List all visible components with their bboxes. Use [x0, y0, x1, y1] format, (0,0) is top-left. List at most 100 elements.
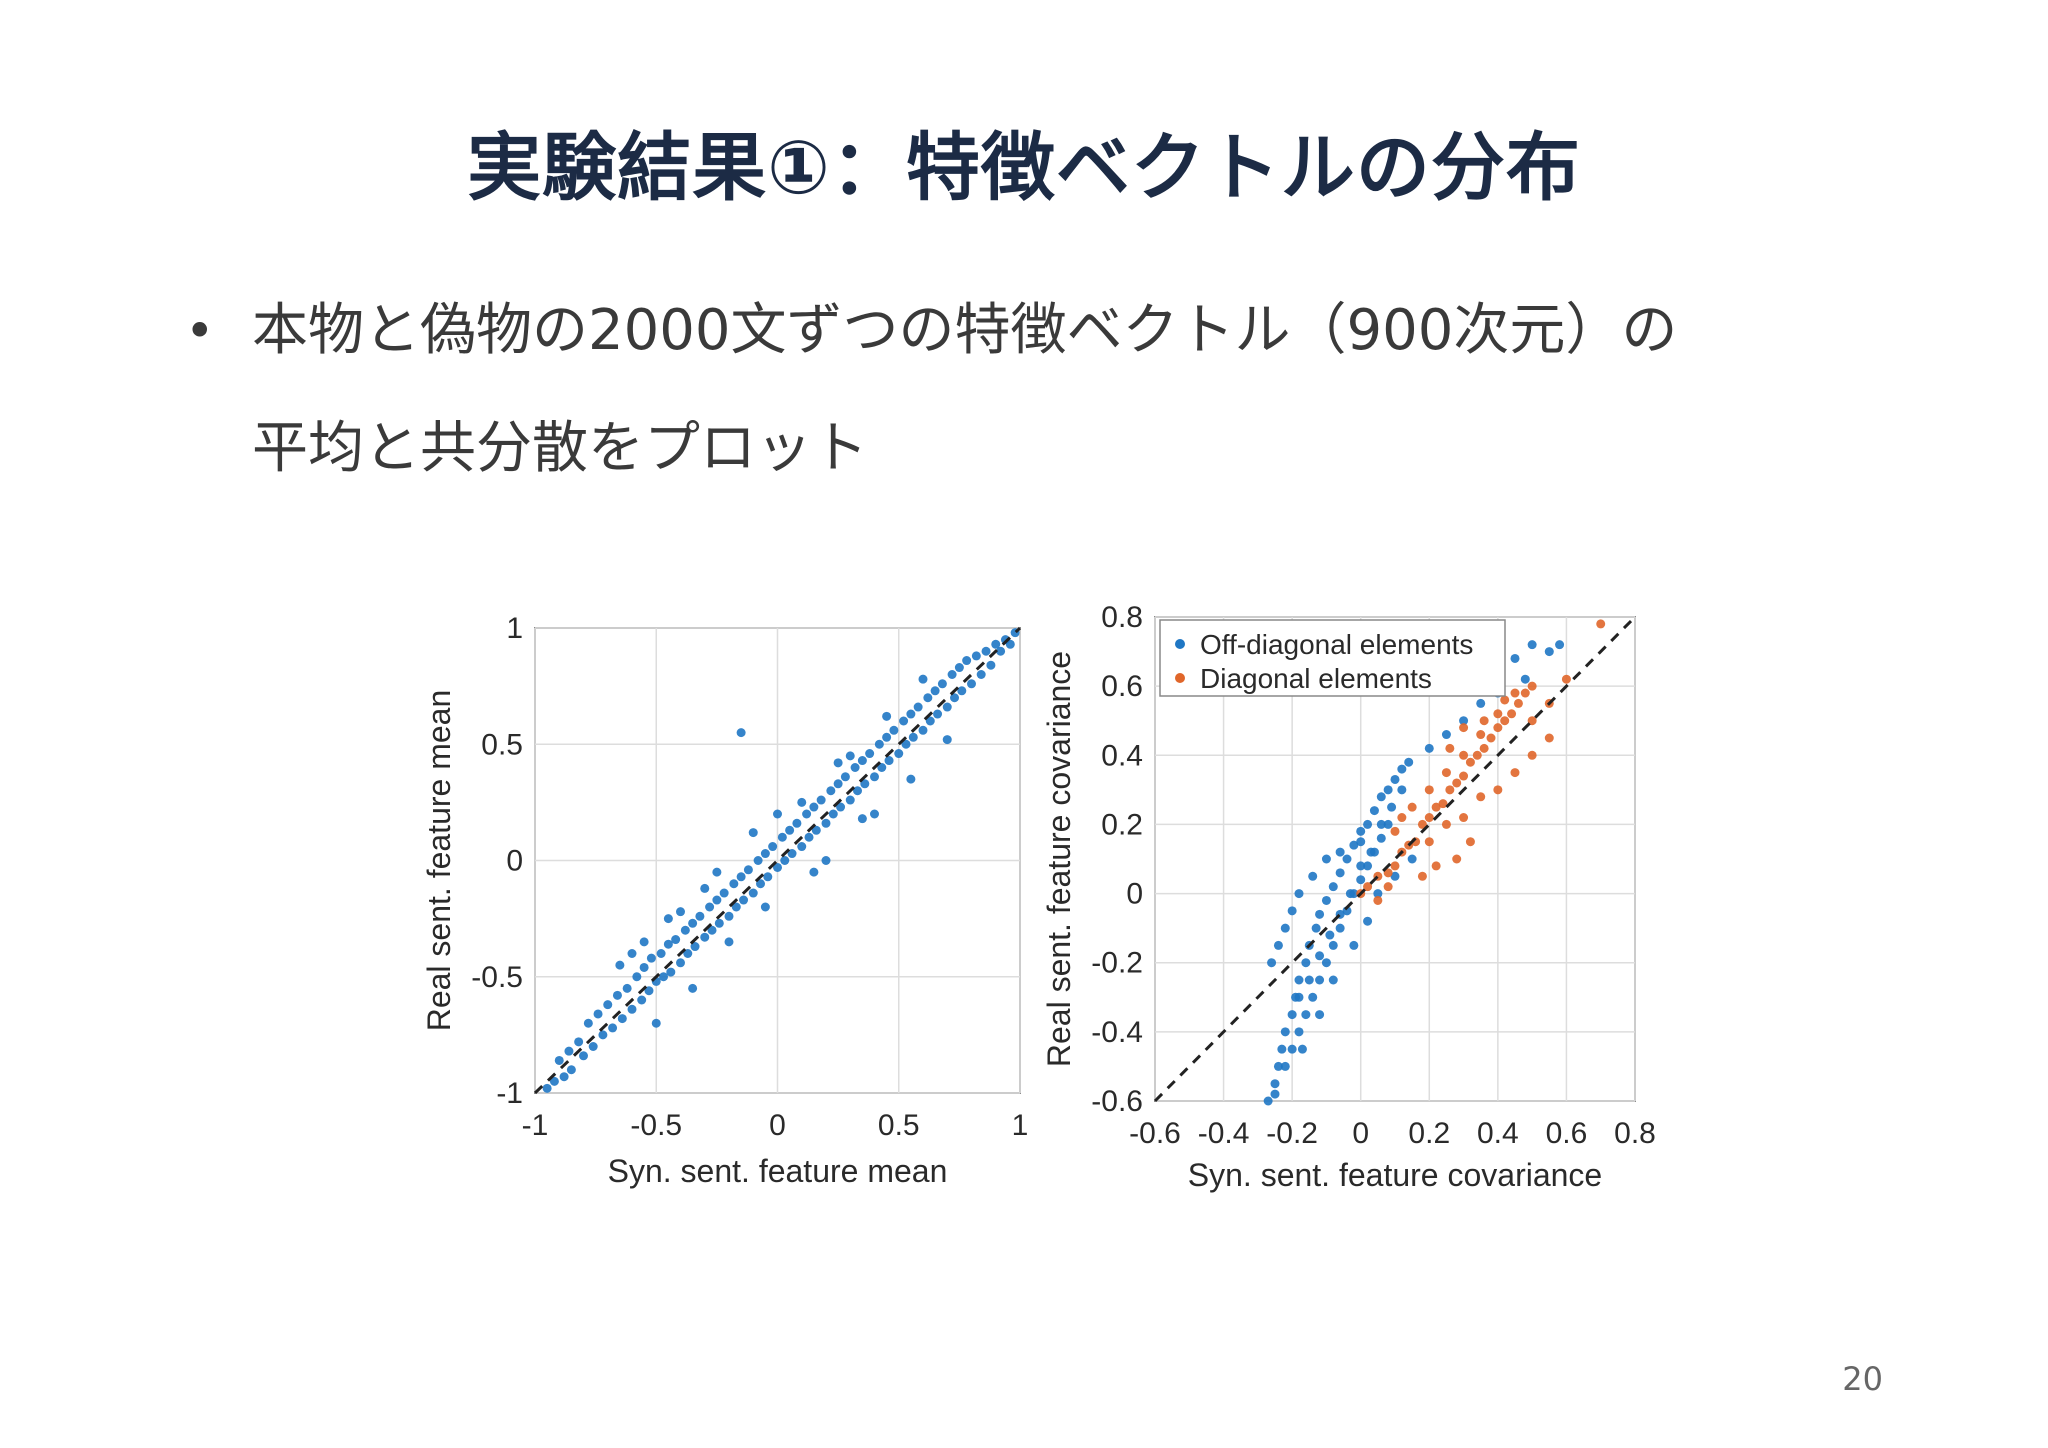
data-point	[1510, 653, 1520, 663]
data-point	[566, 1065, 576, 1075]
data-point	[688, 983, 698, 993]
data-point	[1510, 688, 1520, 698]
data-point	[1390, 861, 1400, 871]
data-point	[797, 797, 807, 807]
data-point	[1270, 1089, 1280, 1099]
data-point	[986, 660, 996, 670]
data-point	[554, 1055, 564, 1065]
x-tick-label: -1	[522, 1109, 549, 1142]
y-tick-label: 1	[506, 612, 523, 645]
data-point	[671, 935, 681, 945]
data-point	[1383, 868, 1393, 878]
data-point	[748, 828, 758, 838]
data-point	[918, 725, 928, 735]
data-point	[1479, 743, 1489, 753]
data-point	[1383, 882, 1393, 892]
data-point	[894, 749, 904, 759]
data-point	[833, 758, 843, 768]
data-point	[1544, 647, 1554, 657]
data-point	[901, 739, 911, 749]
data-point	[542, 1083, 552, 1093]
data-point	[632, 972, 642, 982]
data-point	[1441, 819, 1451, 829]
data-point	[659, 972, 669, 982]
x-tick-label: 0.4	[1477, 1117, 1519, 1150]
data-point	[724, 937, 734, 947]
data-point	[865, 749, 875, 759]
data-point	[1424, 785, 1434, 795]
y-tick-label: 0	[506, 845, 523, 878]
data-point	[1321, 854, 1331, 864]
data-point	[683, 949, 693, 958]
legend-marker	[1175, 639, 1185, 649]
data-point	[1294, 992, 1304, 1002]
data-point	[804, 832, 814, 842]
data-point	[1273, 940, 1283, 950]
data-point	[884, 756, 894, 766]
data-point	[736, 872, 746, 882]
data-point	[780, 856, 790, 865]
data-point	[826, 786, 836, 796]
data-point	[1459, 771, 1469, 781]
data-point	[971, 651, 981, 661]
data-point	[612, 990, 622, 1000]
data-point	[756, 879, 766, 889]
data-point	[1438, 799, 1448, 809]
data-point	[1363, 819, 1373, 829]
data-point	[1277, 1044, 1287, 1054]
data-point	[593, 1009, 603, 1019]
data-point	[991, 639, 1001, 649]
data-point	[1390, 826, 1400, 836]
data-point	[663, 914, 673, 924]
data-point	[1294, 1027, 1304, 1037]
data-point	[962, 656, 972, 666]
data-point	[603, 1000, 613, 1010]
data-point	[1500, 716, 1510, 726]
data-point	[1328, 882, 1338, 892]
data-point	[857, 814, 867, 824]
data-point	[821, 818, 831, 828]
data-point	[739, 895, 749, 905]
data-point	[950, 693, 960, 703]
data-point	[700, 883, 710, 893]
data-point	[1445, 785, 1455, 795]
data-point	[598, 1030, 608, 1040]
data-point	[853, 786, 863, 796]
data-point	[666, 967, 676, 977]
data-point	[1520, 674, 1530, 684]
data-point	[845, 751, 855, 761]
data-point	[608, 1023, 618, 1033]
y-tick-label: -0.5	[471, 961, 523, 994]
data-point	[833, 779, 843, 789]
data-point	[1349, 840, 1359, 850]
data-point	[1417, 871, 1427, 881]
data-point	[906, 774, 916, 784]
data-point	[1328, 940, 1338, 950]
x-tick-label: 1	[1012, 1109, 1029, 1142]
data-point	[811, 825, 821, 835]
x-tick-label: -0.4	[1198, 1117, 1250, 1150]
data-point	[1273, 1061, 1283, 1071]
data-point	[1383, 785, 1393, 795]
data-point	[1513, 698, 1523, 708]
data-point	[1280, 1061, 1290, 1071]
data-point	[1366, 847, 1376, 857]
data-point	[1459, 813, 1469, 823]
x-axis-label: Syn. sent. feature mean	[608, 1153, 948, 1189]
data-point	[637, 995, 647, 1005]
legend-box	[1159, 619, 1506, 697]
data-point	[777, 832, 787, 842]
data-point	[816, 795, 826, 805]
data-point	[748, 888, 758, 898]
data-point	[1465, 757, 1475, 767]
data-point	[1527, 640, 1537, 650]
data-point	[1424, 743, 1434, 753]
data-point	[889, 725, 899, 735]
x-tick-label: -0.6	[1129, 1117, 1181, 1150]
legend-label: Diagonal elements	[1200, 663, 1432, 694]
data-point	[1397, 813, 1407, 823]
y-tick-label: 0.5	[481, 728, 523, 761]
y-tick-label: 0.8	[1101, 601, 1143, 634]
data-point	[967, 679, 976, 689]
